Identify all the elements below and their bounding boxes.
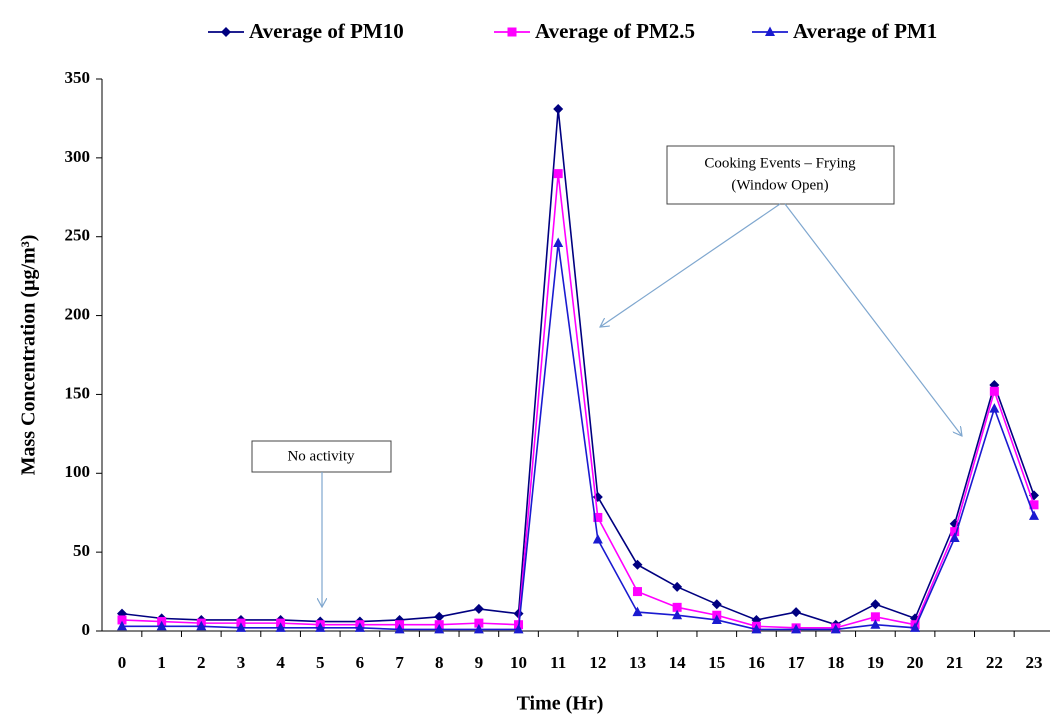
marker bbox=[632, 606, 643, 617]
x-tick-label: 5 bbox=[316, 653, 325, 672]
marker bbox=[989, 386, 999, 396]
marker bbox=[196, 620, 207, 631]
marker bbox=[553, 103, 564, 114]
marker bbox=[473, 603, 484, 614]
x-tick-label: 11 bbox=[550, 653, 566, 672]
marker bbox=[950, 527, 960, 537]
x-tick-label: 22 bbox=[986, 653, 1003, 672]
marker bbox=[711, 599, 722, 610]
marker bbox=[593, 512, 603, 522]
marker bbox=[1029, 510, 1039, 520]
x-tick-label: 13 bbox=[629, 653, 646, 672]
marker bbox=[513, 623, 524, 634]
marker bbox=[434, 611, 445, 622]
marker bbox=[632, 559, 643, 570]
marker bbox=[711, 614, 722, 624]
marker bbox=[553, 237, 564, 248]
y-tick-label: 300 bbox=[65, 147, 91, 166]
x-tick-label: 3 bbox=[237, 653, 246, 672]
marker bbox=[672, 602, 682, 612]
annotation: Cooking Events – Frying bbox=[704, 155, 856, 171]
marker bbox=[870, 599, 881, 610]
y-tick-label: 100 bbox=[65, 462, 91, 481]
x-tick-label: 10 bbox=[510, 653, 527, 672]
marker bbox=[672, 609, 683, 620]
marker bbox=[632, 587, 642, 597]
marker bbox=[473, 623, 484, 634]
x-tick-label: 12 bbox=[589, 653, 606, 672]
x-tick-label: 23 bbox=[1026, 653, 1043, 672]
y-axis-title: Mass Concentration (µg/m³) bbox=[18, 235, 40, 476]
x-tick-label: 19 bbox=[867, 653, 884, 672]
y-tick-label: 150 bbox=[65, 383, 91, 402]
marker bbox=[870, 612, 880, 622]
x-tick-label: 1 bbox=[157, 653, 166, 672]
marker bbox=[989, 403, 1000, 413]
x-tick-label: 8 bbox=[435, 653, 444, 672]
marker bbox=[354, 622, 365, 632]
marker bbox=[949, 532, 960, 542]
x-tick-label: 15 bbox=[708, 653, 725, 672]
legend-label: Average of PM10 bbox=[249, 19, 404, 43]
marker bbox=[751, 623, 762, 634]
marker bbox=[553, 169, 563, 179]
x-tick-label: 0 bbox=[118, 653, 127, 672]
marker bbox=[830, 623, 841, 634]
marker bbox=[474, 618, 484, 628]
annotation-box bbox=[666, 145, 895, 205]
x-tick-label: 20 bbox=[907, 653, 924, 672]
marker bbox=[791, 607, 802, 618]
y-tick-label: 50 bbox=[73, 541, 90, 560]
marker bbox=[791, 623, 802, 634]
marker bbox=[1029, 500, 1039, 510]
marker bbox=[765, 26, 775, 36]
x-tick-label: 6 bbox=[356, 653, 365, 672]
marker bbox=[672, 581, 683, 592]
series-line bbox=[121, 173, 1035, 629]
x-tick-label: 14 bbox=[669, 653, 687, 672]
marker bbox=[221, 27, 231, 37]
x-tick-label: 18 bbox=[827, 653, 844, 672]
series-line bbox=[122, 242, 1035, 631]
marker bbox=[275, 622, 286, 632]
y-tick-label: 0 bbox=[82, 620, 91, 639]
x-tick-label: 16 bbox=[748, 653, 765, 672]
annotation-arrow bbox=[600, 203, 781, 327]
marker bbox=[117, 620, 127, 631]
marker bbox=[315, 622, 326, 632]
x-tick-label: 17 bbox=[788, 653, 806, 672]
marker bbox=[156, 620, 167, 631]
annotation: (Window Open) bbox=[731, 177, 828, 193]
annotation-arrow bbox=[784, 203, 962, 436]
series-line bbox=[121, 108, 1035, 626]
y-tick-label: 250 bbox=[65, 226, 91, 245]
y-tick-label: 350 bbox=[65, 68, 91, 87]
y-tick-label: 200 bbox=[65, 304, 91, 323]
marker bbox=[434, 623, 445, 634]
legend-label: Average of PM1 bbox=[793, 19, 937, 43]
annotation-box bbox=[251, 440, 392, 473]
annotation: No activity bbox=[287, 448, 355, 464]
marker bbox=[394, 623, 405, 634]
marker bbox=[910, 622, 921, 632]
x-tick-label: 4 bbox=[276, 653, 285, 672]
marker bbox=[117, 615, 127, 625]
x-tick-label: 2 bbox=[197, 653, 206, 672]
x-tick-label: 21 bbox=[946, 653, 963, 672]
x-tick-label: 7 bbox=[395, 653, 404, 672]
x-tick-label: 9 bbox=[475, 653, 484, 672]
x-axis-title: Time (Hr) bbox=[517, 693, 604, 715]
marker bbox=[507, 27, 517, 37]
marker bbox=[235, 622, 246, 632]
marker bbox=[592, 534, 603, 544]
legend-label: Average of PM2.5 bbox=[535, 19, 695, 43]
marker bbox=[870, 619, 881, 629]
